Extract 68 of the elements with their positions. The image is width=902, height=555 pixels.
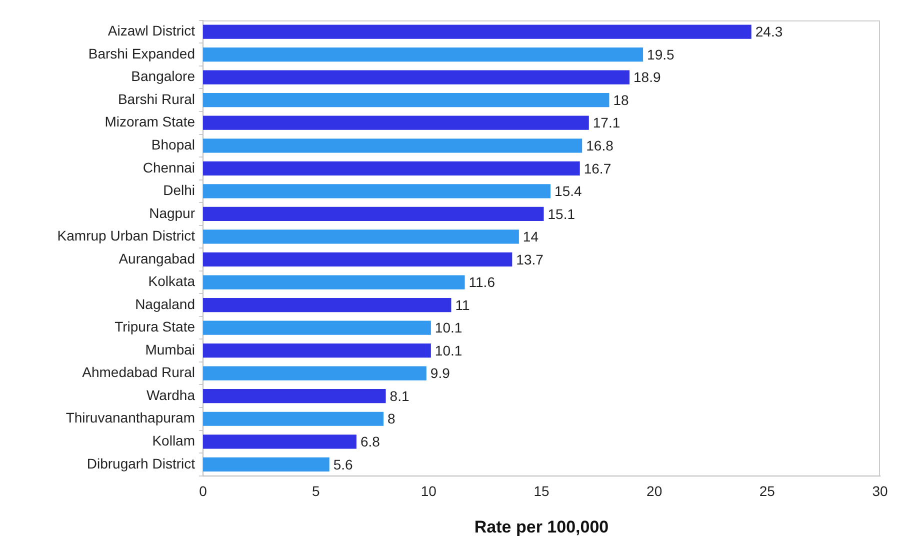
- x-tick-label: 15: [534, 483, 550, 500]
- bar: [203, 320, 431, 335]
- data-label: 15.1: [548, 206, 576, 222]
- data-label: 8.1: [390, 388, 410, 404]
- data-label: 16.7: [584, 160, 612, 176]
- bar: [203, 24, 752, 39]
- y-tick-label: Aurangabad: [118, 250, 195, 266]
- data-label: 9.9: [430, 365, 450, 382]
- x-tick-label: 25: [759, 483, 776, 500]
- data-label: 11: [455, 296, 470, 313]
- bar: [203, 138, 582, 153]
- bar: [203, 389, 386, 404]
- bar: [203, 70, 630, 84]
- data-label: 17.1: [592, 114, 620, 131]
- y-tick-label: Chennai: [142, 159, 195, 176]
- data-label: 15.4: [554, 183, 582, 200]
- y-tick-label: Mizoram State: [104, 114, 196, 130]
- y-tick-label: Tripura State: [114, 318, 196, 335]
- y-tick-label: Mumbai: [145, 341, 195, 358]
- y-tick-label: Delhi: [163, 182, 195, 198]
- x-tick-label: 5: [312, 483, 320, 500]
- x-tick-label: 20: [646, 483, 662, 500]
- bar: [203, 184, 551, 198]
- data-label: 24.3: [755, 24, 783, 40]
- bar: [203, 434, 356, 449]
- data-label: 19.5: [647, 46, 675, 62]
- bar: [203, 457, 330, 472]
- data-label: 6.8: [360, 434, 380, 450]
- bar: [203, 47, 644, 62]
- data-label: 10.1: [434, 320, 462, 336]
- y-tick-label: Thiruvananthapuram: [66, 410, 195, 426]
- y-tick-label: Kolkata: [148, 273, 196, 290]
- data-label: 5.6: [333, 456, 354, 472]
- bar: [203, 230, 519, 244]
- y-tick-label: Kamrup Urban District: [57, 228, 196, 244]
- data-label: 13.7: [516, 251, 544, 268]
- data-label: 18: [613, 92, 629, 108]
- data-label: 8: [388, 410, 396, 427]
- bar: [203, 206, 544, 222]
- y-tick-label: Ahmedabad Rural: [82, 364, 195, 380]
- x-tick-label: 10: [420, 483, 437, 500]
- bar: [203, 412, 384, 426]
- x-axis-title: Rate per 100,000: [474, 517, 609, 536]
- bar: [203, 366, 426, 380]
- data-label: 14: [522, 228, 539, 245]
- y-tick-label: Bhopal: [151, 136, 195, 152]
- x-tick-label: 0: [199, 483, 208, 500]
- y-tick-label: Dibrugarh District: [86, 455, 196, 472]
- bar: [203, 275, 465, 290]
- bar: [203, 298, 452, 312]
- y-tick-label: Wardha: [146, 386, 196, 403]
- y-tick-label: Barshi Rural: [118, 90, 195, 107]
- data-label: 11.6: [468, 274, 496, 290]
- x-tick-label: 30: [872, 483, 888, 500]
- y-tick-label: Barshi Expanded: [88, 45, 195, 62]
- y-tick-label: Aizawl District: [108, 22, 196, 39]
- y-tick-label: Nagaland: [135, 296, 195, 312]
- bar: [203, 93, 610, 108]
- data-label: 10.1: [434, 342, 462, 358]
- bar: [203, 252, 512, 267]
- y-tick-label: Nagpur: [149, 204, 196, 221]
- bar: [203, 344, 431, 358]
- y-tick-label: Kollam: [152, 432, 195, 449]
- bar: [203, 116, 589, 130]
- data-label: 16.8: [586, 137, 614, 154]
- bar: [203, 161, 580, 176]
- y-tick-label: Bangalore: [131, 68, 196, 84]
- data-label: 18.9: [634, 69, 661, 86]
